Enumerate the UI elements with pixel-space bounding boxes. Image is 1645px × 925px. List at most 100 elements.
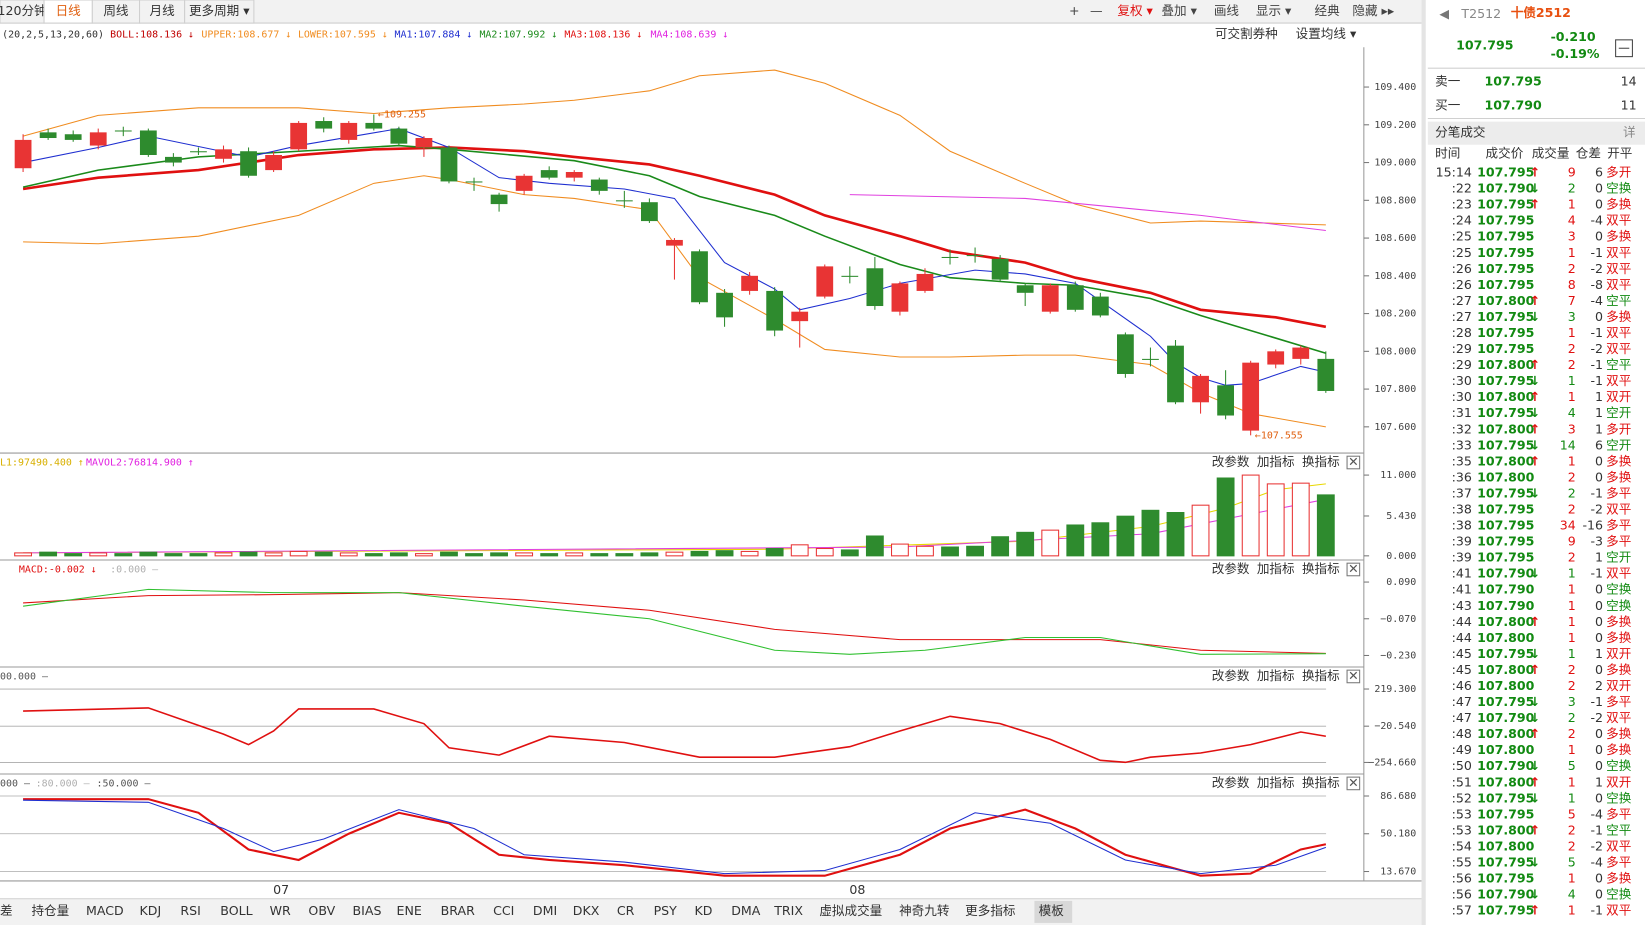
trade-oi-change: -4 bbox=[1590, 855, 1603, 870]
indicator-tab[interactable]: BRAR bbox=[441, 903, 475, 918]
period-tab[interactable]: 更多周期 ▾ bbox=[189, 3, 250, 18]
indicator-label: LOWER:107.595 ↓ bbox=[298, 30, 388, 41]
candle-body bbox=[14, 139, 32, 169]
indicator-tab[interactable]: BOLL bbox=[220, 903, 252, 918]
indicator-tab[interactable]: WR bbox=[270, 903, 291, 918]
trade-type: 多换 bbox=[1606, 726, 1632, 741]
toolbar-button[interactable]: — bbox=[1090, 3, 1103, 18]
toolbar-button[interactable]: + bbox=[1069, 3, 1080, 18]
panel-button[interactable]: 加指标 bbox=[1257, 775, 1295, 790]
volume-bar bbox=[891, 543, 909, 557]
indicator-tab[interactable]: OBV bbox=[308, 903, 335, 918]
trade-price: 107.795 bbox=[1477, 518, 1534, 533]
toolbar-button[interactable]: 画线 bbox=[1214, 3, 1240, 18]
change-pct: -0.19% bbox=[1551, 46, 1600, 61]
indicator-tab[interactable]: CCI bbox=[493, 903, 514, 918]
indicator-tab[interactable]: 持仓量 bbox=[31, 903, 69, 918]
indicator-tab[interactable]: MACD bbox=[86, 903, 124, 918]
trade-price: 107.795 bbox=[1477, 165, 1534, 180]
trade-oi-change: -1 bbox=[1590, 325, 1603, 340]
volume-bar bbox=[1241, 474, 1260, 557]
panel-button[interactable]: 换指标 bbox=[1302, 454, 1340, 469]
toolbar-button[interactable]: 显示 ▾ bbox=[1256, 3, 1292, 18]
candle-body bbox=[1292, 347, 1310, 359]
panel-button[interactable]: 改参数 bbox=[1212, 668, 1250, 683]
candle-body bbox=[941, 256, 959, 258]
toolbar-button[interactable]: 经典 bbox=[1315, 3, 1341, 18]
volume-bar bbox=[364, 553, 383, 557]
tab-bg[interactable] bbox=[184, 0, 255, 24]
date-label: 07 bbox=[273, 882, 289, 897]
trade-arrow: ↓ bbox=[1530, 646, 1541, 661]
period-tab[interactable]: 周线 bbox=[103, 3, 129, 18]
contract-code: T2512 bbox=[1460, 6, 1501, 21]
indicator-tab[interactable]: DKX bbox=[573, 903, 600, 918]
indicator-tab[interactable]: KD bbox=[695, 903, 713, 918]
panel-button[interactable]: 加指标 bbox=[1257, 668, 1295, 683]
collapse-box[interactable] bbox=[1615, 39, 1633, 58]
close-button[interactable]: ✕ bbox=[1348, 668, 1359, 683]
close-button[interactable]: ✕ bbox=[1348, 561, 1359, 576]
trade-price: 107.800 bbox=[1477, 726, 1535, 741]
volume-bar bbox=[415, 553, 433, 557]
indicator-tab[interactable]: 更多指标 bbox=[965, 903, 1016, 918]
trade-type: 双平 bbox=[1606, 838, 1631, 853]
volume-bar bbox=[189, 553, 208, 557]
indicator-tab[interactable]: 模板 bbox=[1039, 903, 1065, 918]
close-box[interactable] bbox=[1346, 562, 1361, 577]
params: (20,2,5,13,20,60) bbox=[2, 30, 104, 41]
last-price: 107.795 bbox=[1456, 38, 1513, 53]
period-tab[interactable]: 日线 bbox=[56, 3, 82, 18]
panel-button[interactable]: 改参数 bbox=[1212, 775, 1250, 790]
link[interactable]: 设置均线 ▾ bbox=[1296, 26, 1357, 41]
indicator-tab[interactable]: BIAS bbox=[353, 903, 382, 918]
panel-button[interactable]: 加指标 bbox=[1257, 454, 1295, 469]
indicator-tab[interactable]: KDJ bbox=[140, 903, 162, 918]
trade-time: :23 bbox=[1452, 197, 1472, 212]
trades-detail[interactable]: 详 bbox=[1623, 125, 1636, 140]
panel-button[interactable]: 加指标 bbox=[1257, 561, 1295, 576]
trade-volume: 2 bbox=[1568, 341, 1576, 356]
link[interactable]: 可交割券种 bbox=[1215, 26, 1278, 41]
panel-button[interactable]: 换指标 bbox=[1302, 561, 1340, 576]
indicator-tab[interactable]: 虚拟成交量 bbox=[819, 903, 882, 918]
trade-price: 107.790 bbox=[1477, 582, 1535, 597]
panel-button[interactable]: 改参数 bbox=[1212, 454, 1250, 469]
period-tab[interactable]: 120分钟 bbox=[0, 3, 47, 18]
trade-oi-change: -2 bbox=[1590, 261, 1603, 276]
indicator-tab[interactable]: RSI bbox=[180, 903, 200, 918]
panel-button[interactable]: 换指标 bbox=[1302, 775, 1340, 790]
indicator-tab[interactable]: DMI bbox=[533, 903, 557, 918]
volume-bar bbox=[14, 552, 32, 557]
close-button[interactable]: ✕ bbox=[1348, 775, 1359, 790]
trade-type: 双平 bbox=[1606, 277, 1631, 292]
panel-button[interactable]: 改参数 bbox=[1212, 561, 1250, 576]
panel-button[interactable]: 换指标 bbox=[1302, 668, 1340, 683]
trade-type: 空开 bbox=[1606, 550, 1631, 565]
indicator-tab[interactable]: 神奇九转 bbox=[899, 903, 950, 918]
trade-oi-change: 0 bbox=[1595, 598, 1603, 613]
prev-arrow[interactable]: ◀ bbox=[1439, 6, 1449, 21]
close-box[interactable] bbox=[1346, 669, 1361, 684]
y-tick-label: 13.670 bbox=[1380, 867, 1416, 878]
indicator-tab[interactable]: ENE bbox=[397, 903, 422, 918]
toolbar-button[interactable]: 叠加 ▾ bbox=[1161, 3, 1197, 18]
trade-volume: 2 bbox=[1568, 181, 1576, 196]
close-box[interactable] bbox=[1346, 776, 1361, 791]
trade-type: 多平 bbox=[1606, 534, 1631, 549]
indicator-tab[interactable]: PSY bbox=[654, 903, 678, 918]
toolbar-button[interactable]: 隐藏 ▸▸ bbox=[1352, 3, 1394, 18]
volume-bar bbox=[264, 552, 283, 557]
indicator-tab[interactable]: TRIX bbox=[773, 903, 803, 918]
trade-volume: 1 bbox=[1568, 373, 1576, 388]
indicator-tab[interactable]: CR bbox=[617, 903, 635, 918]
trade-price: 107.795 bbox=[1477, 806, 1534, 821]
indicator-tab[interactable]: 差 bbox=[0, 903, 13, 918]
active-tab-bg[interactable] bbox=[1034, 900, 1073, 923]
splitter[interactable] bbox=[1421, 0, 1426, 925]
indicator-tab[interactable]: DMA bbox=[731, 903, 761, 918]
close-box[interactable] bbox=[1346, 455, 1361, 470]
period-tab[interactable]: 月线 bbox=[150, 3, 176, 18]
close-button[interactable]: ✕ bbox=[1348, 454, 1359, 469]
toolbar-button[interactable]: 复权 ▾ bbox=[1117, 3, 1153, 18]
